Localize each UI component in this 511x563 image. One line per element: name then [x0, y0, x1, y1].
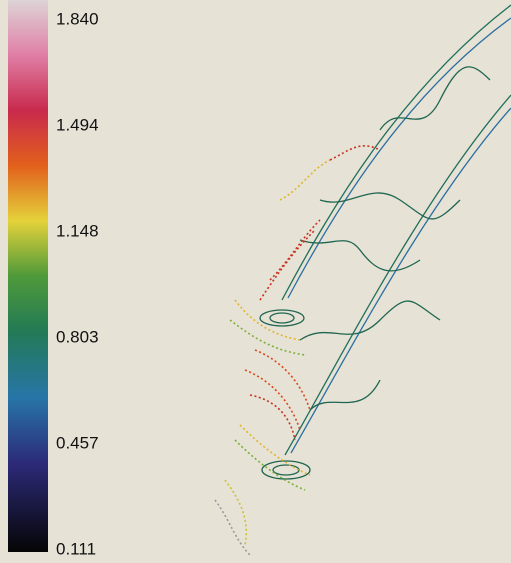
colorbar-label: 0.803: [56, 327, 99, 346]
colorbar: [8, 0, 48, 552]
colorbar-labels: 1.840 1.494 1.148 0.803 0.457 0.111: [56, 9, 99, 558]
colorbar-label: 1.840: [56, 9, 99, 28]
contour-plot: [214, 4, 511, 556]
colorbar-label: 0.457: [56, 433, 99, 452]
colorbar-label: 1.494: [56, 115, 99, 134]
colorbar-label: 0.111: [56, 539, 96, 558]
colorbar-label: 1.148: [56, 221, 99, 240]
